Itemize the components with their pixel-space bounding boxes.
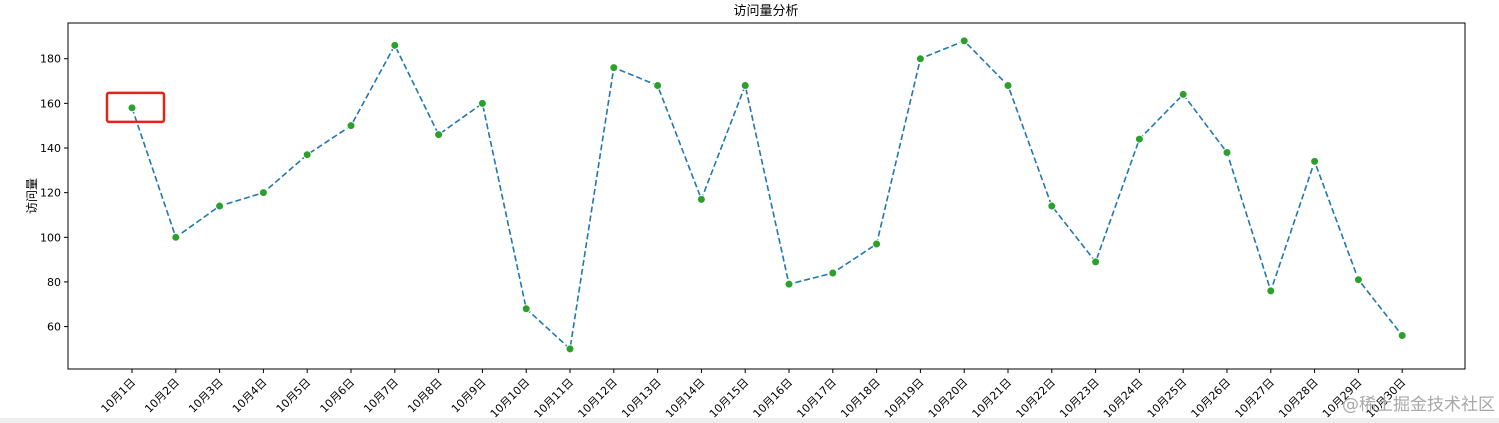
y-tick-label: 180 [40,53,61,66]
x-tick-label: 10月25日 [1145,376,1190,421]
x-tick-label: 10月22日 [1013,376,1058,421]
x-tick-label: 10月5日 [274,376,314,416]
x-tick-label: 10月27日 [1232,376,1277,421]
data-point [1047,201,1057,211]
x-tick-label: 10月10日 [488,376,533,421]
x-tick-label: 10月18日 [838,376,883,421]
x-tick-label: 10月14日 [663,376,708,421]
data-point [609,63,619,73]
x-tick-label: 10月11日 [532,376,577,421]
plot-area [67,22,1466,370]
x-tick-label: 10月28日 [1276,376,1321,421]
x-tick-label: 10月3日 [186,376,226,416]
data-point [258,188,268,198]
data-points [127,36,1407,354]
x-tick-label: 10月1日 [99,376,139,416]
data-point [696,194,706,204]
data-point [302,150,312,160]
data-point [1134,134,1144,144]
data-point [1266,286,1276,296]
data-point [434,130,444,140]
data-point [1397,331,1407,341]
chart-title: 访问量分析 [733,4,798,19]
data-point [1222,147,1232,157]
data-point [477,98,487,108]
x-tick-label: 10月17日 [794,376,839,421]
data-point [784,279,794,289]
data-point [390,40,400,50]
x-tick-label: 10月6日 [318,376,358,416]
series-line [131,39,1403,351]
data-point [959,36,969,46]
data-point [346,121,356,131]
y-tick-label: 120 [40,187,61,200]
y-tick-label: 60 [47,321,61,334]
data-point [1178,89,1188,99]
x-tick-label: 10月2日 [142,376,182,416]
data-point [521,304,531,314]
x-tick-label: 10月4日 [230,376,270,416]
data-point [1353,275,1363,285]
highlight-box [105,91,166,124]
y-tick-label: 160 [40,97,61,110]
x-tick-label: 10月12日 [575,376,620,421]
y-axis: 60 80 100 120 140 160 180 [40,53,68,334]
watermark: @稀土掘金技术社区 [1342,395,1495,415]
data-point [828,268,838,278]
x-tick-label: 10月24日 [1101,376,1146,421]
data-point [1003,81,1013,91]
data-point [915,54,925,64]
x-tick-label: 10月13日 [619,376,664,421]
data-point [740,81,750,91]
y-axis-label: 访问量 [25,178,39,214]
data-point [171,232,181,242]
bottom-scroll-bar [0,418,1499,423]
data-point [215,201,225,211]
x-tick-label: 10月16日 [751,376,796,421]
y-tick-label: 140 [40,142,61,155]
x-tick-label: 10月23日 [1057,376,1102,421]
data-point [1310,156,1320,166]
y-tick-label: 100 [40,231,61,244]
x-axis: 10月1日 10月2日 10月3日 10月4日 10月5日 10月6日 10月7日 10月8日… [99,369,1408,421]
x-tick-label: 10月19日 [882,376,927,421]
y-tick-label: 80 [47,276,61,289]
data-point [565,344,575,354]
data-point [872,239,882,249]
x-tick-label: 10月21日 [970,376,1015,421]
x-tick-label: 10月26日 [1189,376,1234,421]
x-tick-label: 10月7日 [361,376,401,416]
data-point [127,103,137,113]
x-tick-label: 10月20日 [926,376,971,421]
data-point [1091,257,1101,267]
data-point [653,81,663,91]
x-tick-label: 10月8日 [405,376,445,416]
x-tick-label: 10月15日 [707,376,752,421]
x-tick-label: 10月9日 [449,376,489,416]
